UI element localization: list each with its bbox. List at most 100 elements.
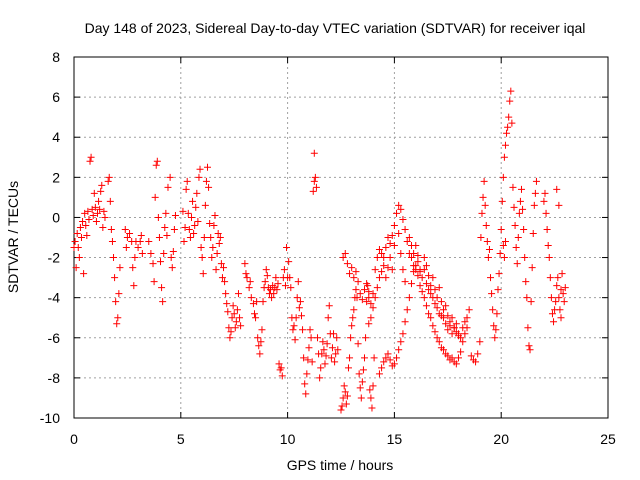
data-point xyxy=(321,360,329,368)
data-point xyxy=(457,334,465,342)
data-point xyxy=(357,394,365,402)
data-point xyxy=(488,290,496,298)
data-point xyxy=(306,326,314,334)
data-point xyxy=(205,183,213,191)
data-point xyxy=(234,290,242,298)
data-point xyxy=(499,173,507,181)
data-point xyxy=(504,123,512,131)
data-point xyxy=(280,266,288,274)
data-point xyxy=(360,354,368,362)
data-point xyxy=(556,306,564,314)
data-point xyxy=(112,298,120,306)
data-point xyxy=(371,294,379,302)
data-point xyxy=(90,189,98,197)
data-point xyxy=(435,284,443,292)
data-point xyxy=(382,274,390,282)
data-point xyxy=(83,231,91,239)
data-point xyxy=(390,221,398,229)
data-point xyxy=(341,388,349,396)
x-tick-label: 25 xyxy=(600,431,616,447)
data-point xyxy=(262,266,270,274)
data-point xyxy=(256,350,264,358)
data-point xyxy=(304,356,312,364)
data-point xyxy=(207,234,215,241)
data-point xyxy=(371,266,379,274)
data-point xyxy=(386,356,394,364)
data-point xyxy=(378,268,386,276)
data-point xyxy=(303,370,311,378)
data-point xyxy=(353,294,361,302)
data-point xyxy=(370,354,378,362)
data-point xyxy=(375,246,383,254)
data-point xyxy=(461,330,469,338)
data-point xyxy=(214,229,222,237)
data-point xyxy=(530,201,538,209)
data-point xyxy=(121,225,129,233)
data-point xyxy=(358,296,366,304)
data-point xyxy=(528,264,536,272)
data-point xyxy=(480,177,488,185)
data-point xyxy=(291,336,299,344)
data-point xyxy=(331,358,339,366)
data-point xyxy=(427,314,435,322)
data-point xyxy=(446,318,454,326)
data-point xyxy=(212,266,220,274)
data-point xyxy=(489,306,497,314)
data-point xyxy=(555,201,563,209)
data-point xyxy=(431,328,439,336)
data-point xyxy=(85,215,93,223)
data-point xyxy=(93,209,101,217)
data-point xyxy=(540,197,548,205)
data-point xyxy=(222,290,230,298)
data-point xyxy=(532,177,540,185)
data-point xyxy=(186,234,194,241)
data-point xyxy=(388,231,396,239)
data-point xyxy=(101,213,109,221)
data-point xyxy=(206,219,214,227)
data-point xyxy=(111,274,119,282)
data-point xyxy=(344,364,352,372)
chart-title: Day 148 of 2023, Sidereal Day-to-day VTE… xyxy=(85,20,586,36)
data-point xyxy=(557,286,565,294)
data-point xyxy=(332,350,340,358)
data-point xyxy=(92,217,100,225)
data-point xyxy=(295,304,303,312)
data-point xyxy=(106,197,114,205)
data-point xyxy=(182,185,190,193)
data-point xyxy=(337,406,345,414)
data-point xyxy=(414,272,422,280)
data-point xyxy=(500,254,508,262)
data-point xyxy=(416,266,424,274)
data-point xyxy=(261,278,269,286)
data-point xyxy=(354,340,362,348)
data-point xyxy=(231,324,239,332)
data-point xyxy=(472,358,480,366)
data-point xyxy=(325,302,333,310)
points-layer xyxy=(70,87,569,414)
data-point xyxy=(201,201,209,209)
y-tick-label: 6 xyxy=(52,89,60,105)
data-point xyxy=(416,282,424,290)
data-point xyxy=(278,372,286,380)
data-point xyxy=(384,350,392,358)
data-point xyxy=(431,286,439,294)
data-point xyxy=(505,113,513,121)
data-point xyxy=(126,229,134,237)
data-point xyxy=(524,324,532,332)
data-point xyxy=(342,400,350,408)
data-point xyxy=(531,189,539,197)
data-point xyxy=(499,242,507,250)
data-point xyxy=(311,173,319,181)
data-point xyxy=(401,318,409,326)
data-point xyxy=(294,278,302,286)
data-point xyxy=(369,382,377,390)
data-point xyxy=(435,338,443,346)
data-point xyxy=(314,334,322,342)
data-point xyxy=(245,284,253,292)
data-point xyxy=(324,314,332,322)
data-point xyxy=(300,354,308,362)
data-point xyxy=(169,248,177,256)
data-point xyxy=(519,205,527,213)
data-point xyxy=(515,209,523,217)
